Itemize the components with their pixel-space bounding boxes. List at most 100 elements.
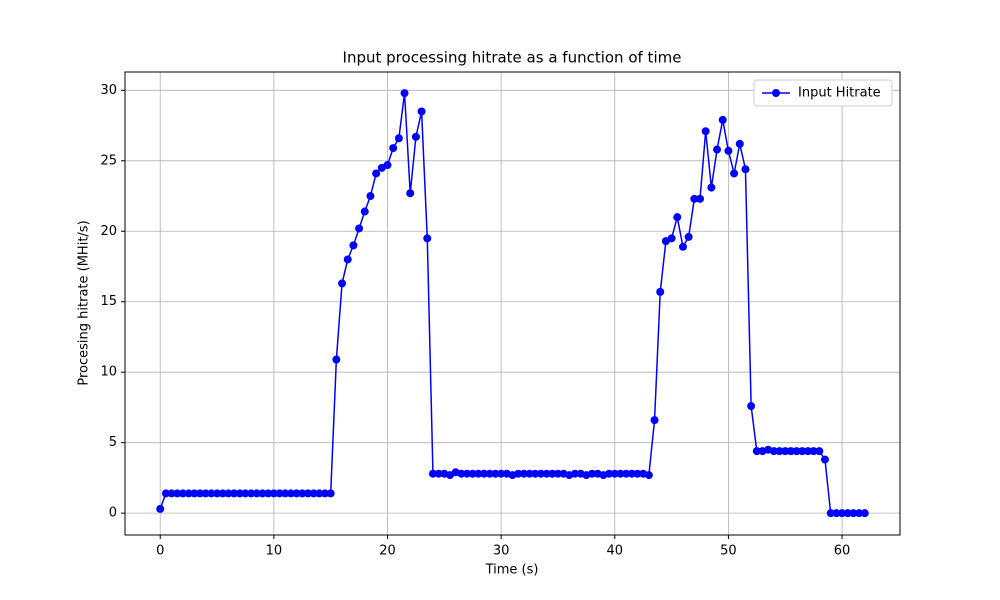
data-point: [741, 165, 750, 174]
data-point: [792, 447, 801, 456]
data-point: [860, 509, 869, 518]
data-point: [343, 255, 352, 264]
data-point: [258, 489, 267, 498]
y-tick-label: 15: [100, 294, 117, 309]
data-point: [497, 469, 506, 478]
data-point: [292, 489, 301, 498]
data-point: [411, 132, 420, 141]
data-point: [531, 469, 540, 478]
y-tick-label: 25: [100, 153, 117, 168]
data-point: [519, 469, 528, 478]
data-point: [610, 469, 619, 478]
x-tick-label: 10: [266, 544, 283, 559]
data-point: [321, 489, 329, 498]
data-point: [678, 242, 687, 251]
data-point: [434, 469, 443, 478]
y-tick-label: 5: [109, 435, 117, 450]
data-point: [281, 489, 290, 498]
y-tick-label: 0: [109, 506, 117, 521]
data-point: [394, 134, 403, 143]
x-axis-label: Time (s): [485, 563, 539, 578]
legend-label: Input Hitrate: [798, 86, 881, 101]
data-point: [349, 241, 358, 250]
data-point: [400, 89, 409, 98]
data-point: [269, 489, 278, 498]
data-point: [730, 169, 739, 178]
data-point: [196, 489, 204, 498]
data-point: [190, 489, 199, 498]
data-point: [309, 489, 318, 498]
data-point: [247, 489, 256, 498]
data-point: [633, 469, 642, 478]
data-point: [230, 489, 239, 498]
data-point: [832, 509, 841, 518]
data-point: [457, 469, 466, 478]
data-point: [241, 489, 250, 498]
data-point: [622, 469, 631, 478]
x-tick-label: 60: [834, 544, 851, 559]
data-point: [707, 183, 716, 192]
y-axis-label: Procesing hitrate (MHit/s): [77, 220, 92, 385]
data-point: [769, 447, 778, 456]
data-point: [173, 489, 182, 498]
data-point: [468, 469, 477, 478]
data-point: [838, 509, 847, 518]
data-point: [656, 287, 665, 296]
data-point: [690, 194, 699, 203]
data-point: [298, 489, 307, 498]
data-point: [718, 115, 727, 124]
data-point: [428, 469, 437, 478]
data-point: [605, 469, 614, 478]
data-point: [684, 232, 693, 241]
data-point: [650, 416, 659, 425]
data-point: [303, 489, 312, 498]
data-point: [235, 489, 244, 498]
data-point: [627, 469, 636, 478]
data-point: [735, 139, 744, 148]
data-point: [553, 469, 562, 478]
data-point: [696, 194, 704, 203]
data-point: [156, 504, 165, 513]
data-point: [713, 145, 722, 154]
data-point: [360, 207, 369, 216]
data-point: [701, 127, 710, 136]
data-point: [383, 161, 392, 170]
data-point: [315, 489, 324, 498]
data-point: [752, 447, 761, 456]
data-point: [843, 509, 852, 518]
data-point: [536, 469, 545, 478]
data-point: [184, 489, 193, 498]
data-point: [372, 169, 381, 178]
data-point: [218, 489, 227, 498]
data-point: [201, 489, 210, 498]
data-point: [213, 489, 222, 498]
data-point: [355, 224, 364, 233]
plot-frame: [124, 71, 901, 536]
data-point: [667, 234, 676, 243]
data-point: [724, 146, 733, 155]
data-point: [326, 489, 335, 498]
data-point: [747, 402, 756, 411]
data-point: [786, 447, 795, 456]
chart-title: Input processing hitrate as a function o…: [343, 49, 682, 67]
y-tick-label: 20: [100, 224, 117, 239]
data-point: [207, 489, 216, 498]
data-point: [178, 489, 187, 498]
data-point: [252, 489, 261, 498]
x-tick-label: 40: [606, 544, 623, 559]
y-tick-label: 10: [100, 365, 117, 380]
data-point: [161, 489, 170, 498]
x-tick-label: 20: [379, 544, 396, 559]
data-point: [821, 455, 829, 464]
data-point: [849, 509, 858, 518]
y-tick-label: 30: [100, 83, 117, 98]
legend-marker: [772, 89, 780, 97]
x-tick-label: 50: [720, 544, 737, 559]
data-point: [809, 447, 818, 456]
data-point: [673, 213, 682, 222]
data-point: [485, 469, 494, 478]
data-point: [803, 447, 812, 456]
data-point: [826, 509, 835, 518]
data-point: [406, 189, 415, 198]
